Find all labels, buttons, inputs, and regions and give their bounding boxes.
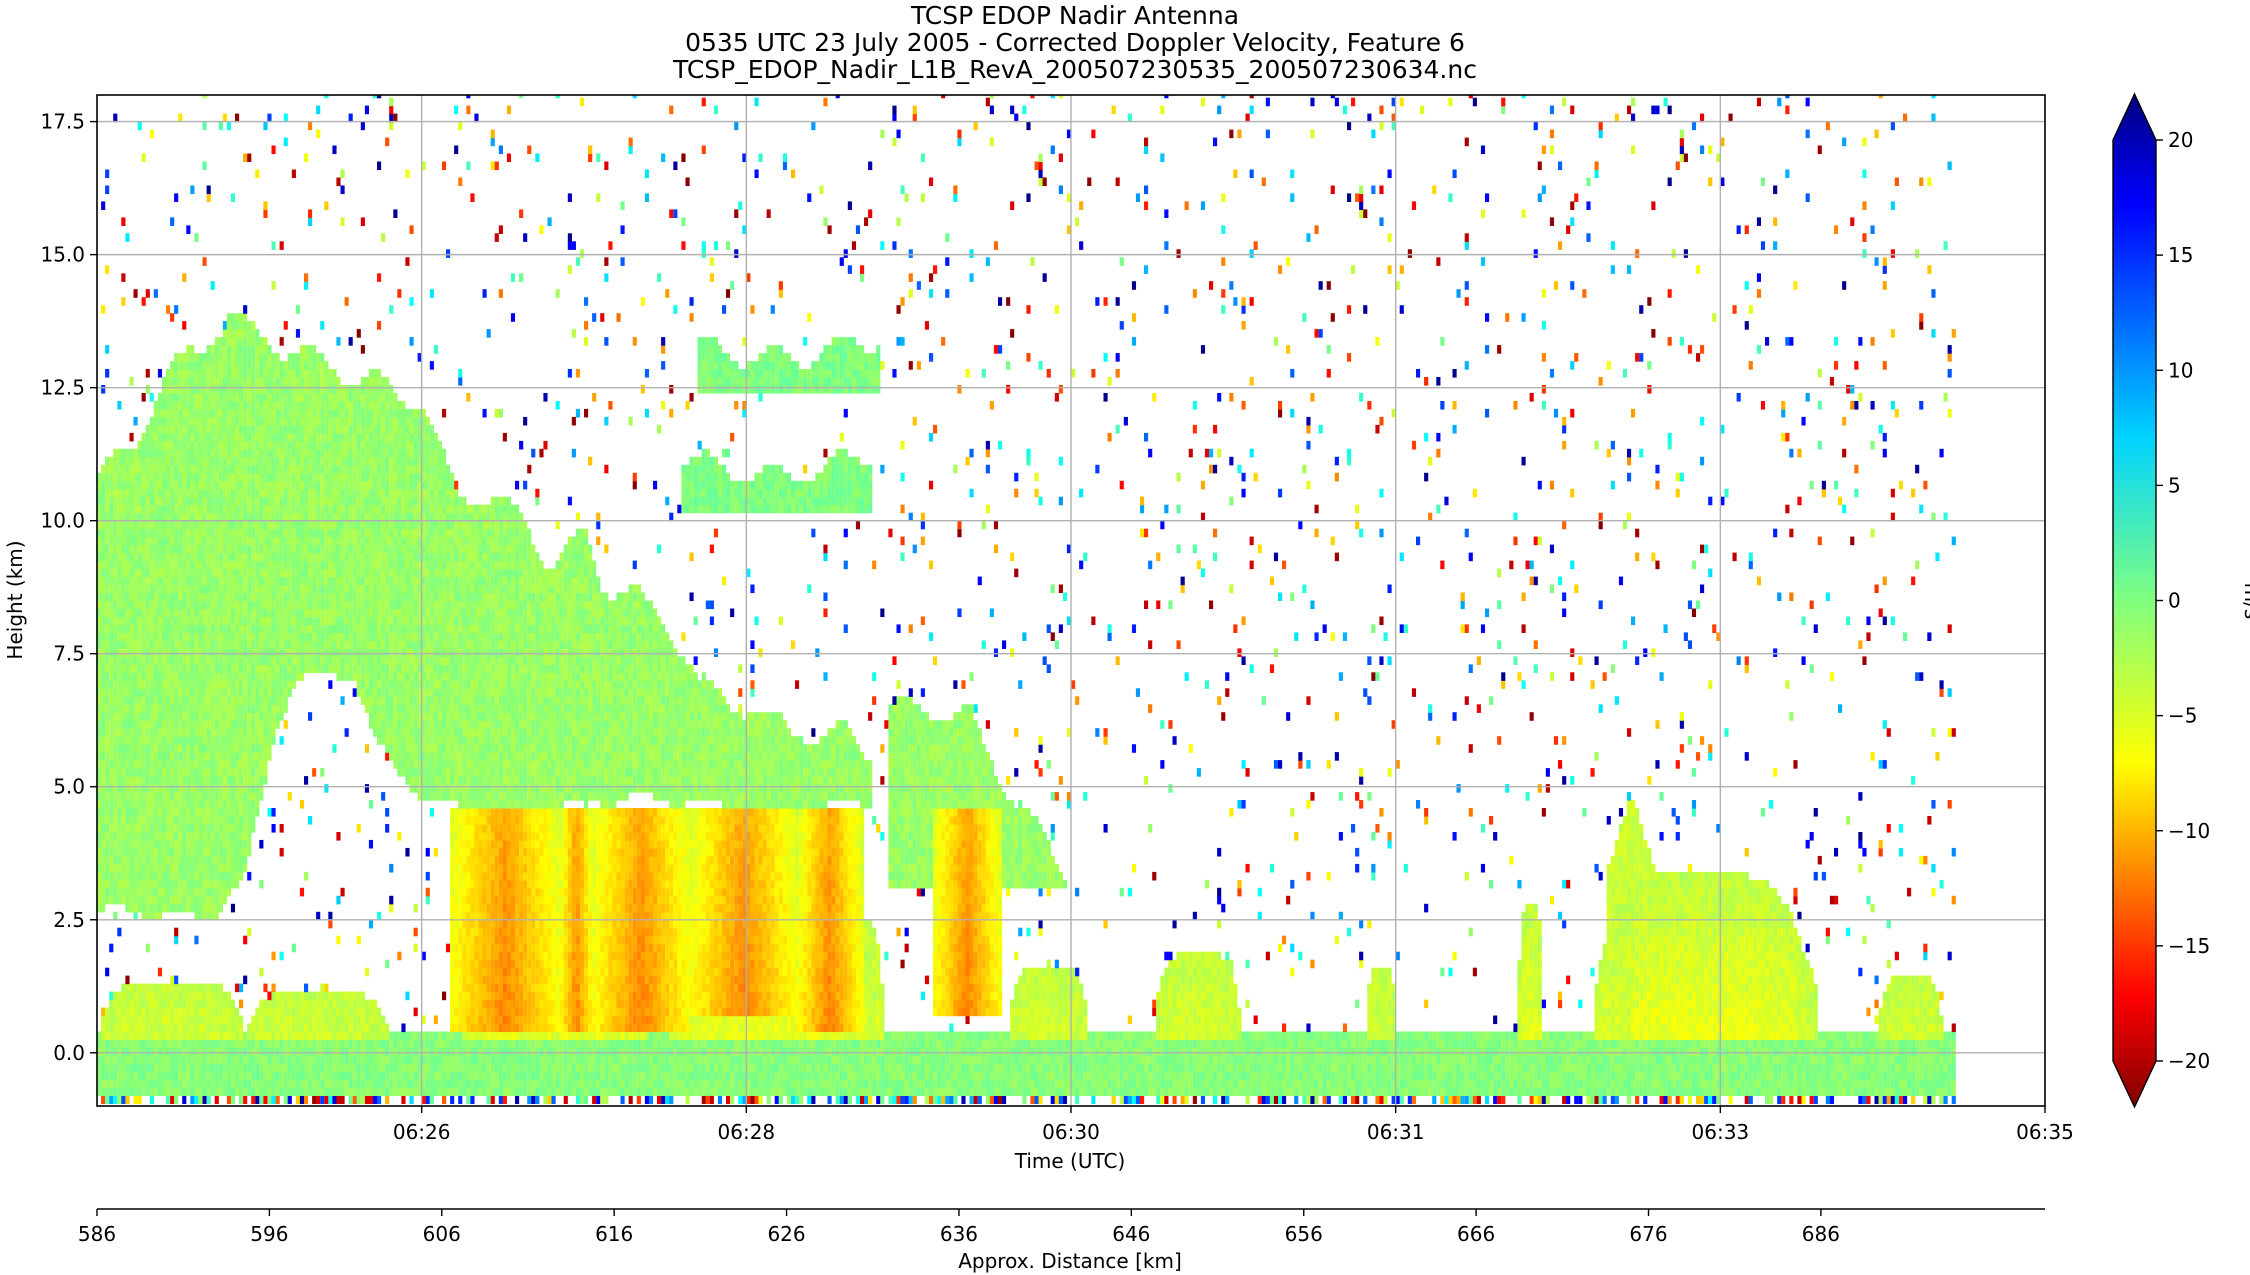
x-tick-label-2: 06:30 (1042, 1120, 1100, 1144)
colorbar-tick-label-8: 20 (2168, 128, 2193, 152)
distance-tick-label-8: 666 (1457, 1222, 1495, 1246)
colorbar-tick-label-6: 10 (2168, 358, 2193, 382)
x-tick-label-4: 06:33 (1692, 1120, 1750, 1144)
colorbar-tick-label-7: 15 (2168, 243, 2193, 267)
colorbar-tick-label-3: −5 (2168, 704, 2197, 728)
y-tick-label-7: 17.5 (40, 110, 85, 134)
distance-tick-label-0: 586 (78, 1222, 116, 1246)
distance-axis-ticks: 586 596 606 616 626 636 646 656 666 676 686 (78, 1209, 1840, 1246)
plot-area: 06:26 06:28 06:30 06:31 06:33 06:35 0.0 2.5 5.0… (3, 90, 2074, 1173)
distance-tick-label-1: 596 (250, 1222, 288, 1246)
distance-tick-label-4: 626 (767, 1222, 805, 1246)
chart-title-line-1: TCSP EDOP Nadir Antenna (0, 2, 2150, 29)
y-tick-label-3: 7.5 (53, 642, 85, 666)
colorbar-ticks: −20 −15 −10 −5 0 5 10 15 20 (2156, 128, 2210, 1073)
distance-tick-label-10: 686 (1802, 1222, 1840, 1246)
colorbar: −20 −15 −10 −5 0 5 10 15 20 m/s (2113, 94, 2250, 1107)
x-tick-label-1: 06:28 (718, 1120, 776, 1144)
distance-tick-label-6: 646 (1112, 1222, 1150, 1246)
x-axis-ticks: 06:26 06:28 06:30 06:31 06:33 06:35 (393, 1106, 2074, 1144)
colorbar-tick-label-4: 0 (2168, 589, 2181, 613)
y-axis-ticks: 0.0 2.5 5.0 7.5 10.0 12.5 15.0 17.5 (40, 110, 97, 1065)
colorbar-tick-label-0: −20 (2168, 1049, 2210, 1073)
distance-tick-label-5: 636 (940, 1222, 978, 1246)
chart-title-line-3: TCSP_EDOP_Nadir_L1B_RevA_200507230535_20… (0, 56, 2150, 83)
x-axis-label: Time (UTC) (1014, 1149, 1126, 1173)
x-tick-label-0: 06:26 (393, 1120, 451, 1144)
colorbar-bar (2113, 94, 2156, 1107)
chart-title-line-2: 0535 UTC 23 July 2005 - Corrected Dopple… (0, 29, 2150, 56)
y-tick-label-5: 12.5 (40, 376, 85, 400)
distance-tick-label-9: 676 (1629, 1222, 1667, 1246)
x-tick-label-5: 06:35 (2016, 1120, 2074, 1144)
x-tick-label-3: 06:31 (1367, 1120, 1425, 1144)
y-tick-label-4: 10.0 (40, 509, 85, 533)
distance-axis: 586 596 606 616 626 636 646 656 666 676 686 Approx… (78, 1209, 2045, 1273)
colorbar-tick-label-2: −10 (2168, 819, 2210, 843)
y-tick-label-2: 5.0 (53, 775, 85, 799)
y-tick-label-0: 0.0 (53, 1041, 85, 1065)
colorbar-label: m/s (2240, 583, 2250, 620)
colorbar-tick-label-5: 5 (2168, 473, 2181, 497)
y-tick-label-1: 2.5 (53, 908, 85, 932)
distance-tick-label-3: 616 (595, 1222, 633, 1246)
y-axis-label: Height (km) (3, 540, 27, 659)
distance-tick-label-7: 656 (1285, 1222, 1323, 1246)
distance-tick-label-2: 606 (423, 1222, 461, 1246)
colorbar-tick-label-1: −15 (2168, 934, 2210, 958)
y-tick-label-6: 15.0 (40, 243, 85, 267)
distance-axis-label: Approx. Distance [km] (958, 1249, 1182, 1273)
